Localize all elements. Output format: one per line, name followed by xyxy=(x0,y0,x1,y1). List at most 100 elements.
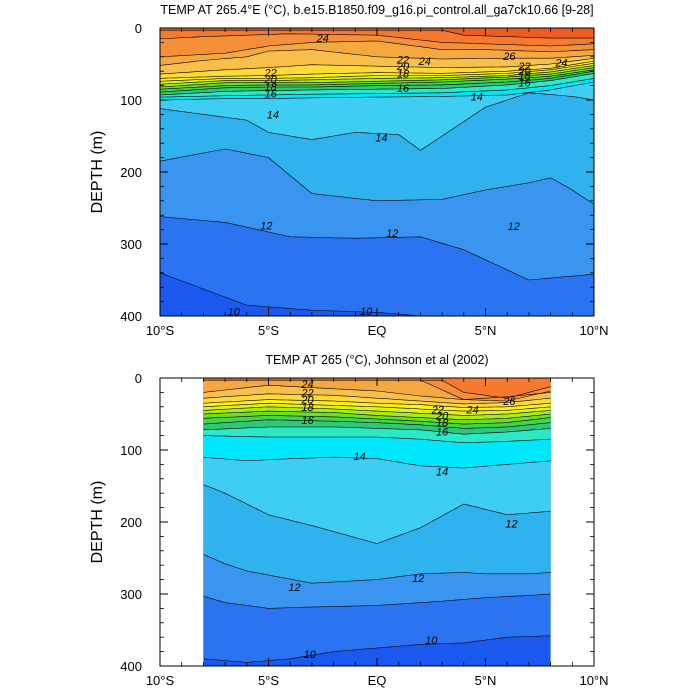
contour-label: 12 xyxy=(412,573,424,585)
contour-label: 10 xyxy=(360,306,373,318)
contour-line-16 xyxy=(203,426,551,435)
contour-label: 24 xyxy=(465,405,478,417)
contour-line-15 xyxy=(160,78,594,98)
contour-label: 22 xyxy=(517,61,530,73)
x-tick-label: EQ xyxy=(368,323,387,338)
contour-line-13 xyxy=(160,92,594,151)
x-tick-label: 5°S xyxy=(258,673,279,688)
contour-label: 14 xyxy=(354,451,366,463)
y-tick-label: 300 xyxy=(120,237,142,252)
contour-label: 10 xyxy=(425,635,438,647)
contour-line-23 xyxy=(203,393,551,405)
contour-label: 24 xyxy=(300,379,313,391)
y-tick-label: 200 xyxy=(120,165,142,180)
contour-label: 12 xyxy=(260,220,272,232)
x-tick-label: 5°N xyxy=(475,323,497,338)
contour-line-23 xyxy=(160,57,594,75)
contour-line-10 xyxy=(203,635,551,663)
y-tick-label: 400 xyxy=(120,659,142,674)
contour-label: 14 xyxy=(471,91,483,103)
contour-label: 20 xyxy=(435,410,449,422)
contour-label: 26 xyxy=(502,396,516,408)
contour-fill: 242220181622201816242614141212121010 xyxy=(203,378,551,666)
contour-label: 12 xyxy=(386,228,398,240)
contour-line-12 xyxy=(203,554,551,584)
contour-line-22 xyxy=(160,60,594,79)
contour-label: 26 xyxy=(502,51,516,63)
contour-label: 18 xyxy=(301,402,314,414)
contour-label: 12 xyxy=(508,221,520,233)
y-axis-label: DEPTH (m) xyxy=(89,481,106,564)
contour-label: 14 xyxy=(267,109,279,121)
contour-line-25 xyxy=(160,40,594,58)
contour-label: 12 xyxy=(288,582,300,594)
contour-line-11 xyxy=(203,593,551,609)
panel-2: 24222018162220181624261414121212101010°S… xyxy=(89,353,609,688)
x-tick-label: 5°S xyxy=(258,323,279,338)
contour-line-14 xyxy=(203,456,551,469)
contour-line-21 xyxy=(160,63,594,82)
contour-line-14 xyxy=(160,81,594,101)
y-tick-label: 200 xyxy=(120,515,142,530)
contour-line-18 xyxy=(160,69,594,90)
contour-label: 18 xyxy=(518,71,531,83)
contour-line-15 xyxy=(203,435,551,444)
contour-line-24 xyxy=(203,384,551,400)
contour-label: 22 xyxy=(396,55,409,67)
x-tick-label: EQ xyxy=(368,673,387,688)
contour-line-22 xyxy=(203,399,551,408)
contour-label: 22 xyxy=(300,387,313,399)
contour-label: 20 xyxy=(264,74,278,86)
contour-line-20 xyxy=(203,406,551,416)
contour-line-17 xyxy=(160,70,594,93)
y-tick-label: 400 xyxy=(120,309,142,324)
x-tick-label: 10°S xyxy=(146,323,175,338)
contour-label: 16 xyxy=(397,83,410,95)
contour-line-21 xyxy=(203,402,551,412)
x-tick-label: 10°N xyxy=(579,323,608,338)
contour-line-20 xyxy=(160,65,594,85)
contour-label: 24 xyxy=(418,56,431,68)
contour-label: 16 xyxy=(518,78,531,90)
contour-fill: 2424262422201816222018162220181614141412… xyxy=(160,28,594,318)
contour-line-12 xyxy=(160,148,594,205)
y-tick-label: 100 xyxy=(120,93,142,108)
y-tick-label: 0 xyxy=(135,371,142,386)
contour-line-19 xyxy=(203,410,551,421)
contour-line-18 xyxy=(203,415,551,425)
contour-label: 20 xyxy=(300,395,314,407)
y-tick-label: 0 xyxy=(135,21,142,36)
panel-1: 2424262422201816222018162220181614141412… xyxy=(89,3,609,338)
x-tick-label: 10°S xyxy=(146,673,175,688)
contour-label: 16 xyxy=(436,426,449,438)
contour-line-19 xyxy=(160,67,594,88)
contour-label: 22 xyxy=(431,405,444,417)
contour-label: 18 xyxy=(397,68,410,80)
contour-line-11 xyxy=(160,216,594,281)
contour-line-17 xyxy=(203,419,551,429)
contour-label: 10 xyxy=(304,649,317,661)
contour-label: 20 xyxy=(396,61,410,73)
contour-label: 14 xyxy=(375,132,387,144)
y-tick-label: 300 xyxy=(120,587,142,602)
y-tick-label: 100 xyxy=(120,443,142,458)
chart-title: TEMP AT 265.4°E (°C), b.e15.B1850.f09_g1… xyxy=(160,3,593,17)
x-tick-label: 5°N xyxy=(475,673,497,688)
contour-label: 18 xyxy=(436,418,449,430)
contour-label: 14 xyxy=(436,467,448,479)
contour-line-16 xyxy=(160,73,594,96)
contour-label: 20 xyxy=(517,66,531,78)
contour-label: 12 xyxy=(505,518,517,530)
x-tick-label: 10°N xyxy=(579,673,608,688)
contour-label: 24 xyxy=(316,33,329,45)
contour-label: 18 xyxy=(265,81,278,93)
contour-label: 16 xyxy=(265,89,278,101)
contour-label: 24 xyxy=(554,58,567,70)
y-axis-label: DEPTH (m) xyxy=(89,131,106,214)
contour-label: 22 xyxy=(264,68,277,80)
band-26 xyxy=(203,378,551,399)
chart-title: TEMP AT 265 (°C), Johnson et al (2002) xyxy=(265,353,488,367)
contour-label: 16 xyxy=(301,415,314,427)
contour-line-24 xyxy=(160,49,594,66)
